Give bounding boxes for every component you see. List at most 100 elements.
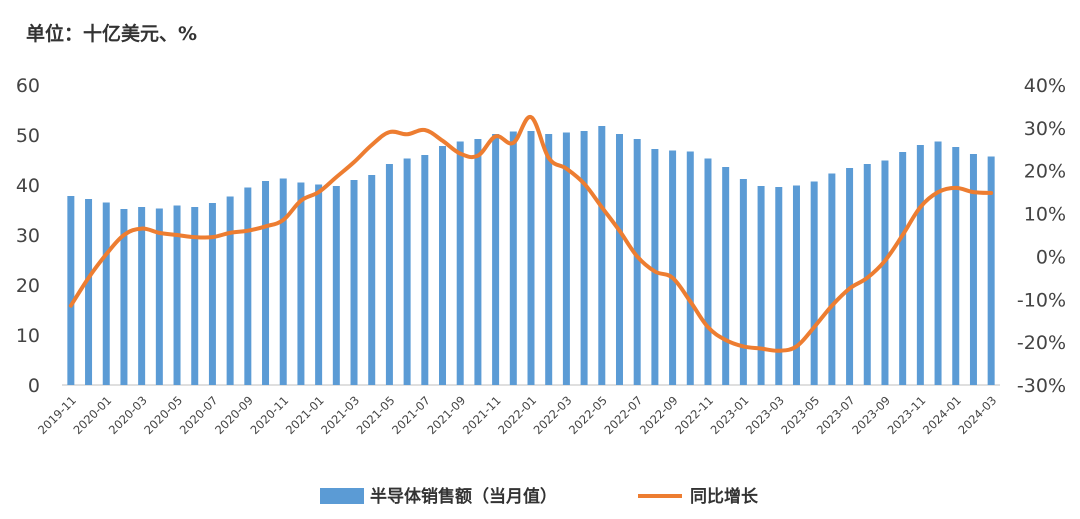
bar [191,207,199,385]
y-left-tick-label: 0 [28,375,40,397]
x-tick-label: 2020-01 [70,393,114,437]
bar [439,146,447,385]
bar [863,164,871,385]
bar [279,178,287,385]
legend-line-label: 同比增长 [690,486,759,507]
line-series [68,115,994,353]
x-tick-label: 2022-01 [495,393,539,437]
bar [598,126,606,385]
bar [102,202,110,385]
bar [969,154,977,385]
y-right-tick-label: -20% [1017,332,1066,354]
bar [881,160,889,385]
bar [633,139,641,385]
x-tick-label: 2021-11 [460,393,504,437]
left-axis: 0 10 20 30 40 50 60 [16,75,40,397]
growth-line [68,115,994,353]
bar [421,155,429,385]
bar [403,158,411,385]
bar [226,196,234,385]
bar [562,132,570,385]
unit-label: 单位：十亿美元、% [26,22,197,45]
bar [173,205,181,385]
bar [934,141,942,385]
bar [509,131,517,385]
bar [385,164,393,385]
x-tick-label: 2020-09 [212,393,256,437]
y-left-tick-label: 60 [16,75,40,97]
bar [916,145,924,385]
x-tick-label: 2021-01 [283,393,327,437]
bar [828,173,836,385]
y-left-tick-label: 20 [16,275,40,297]
bar [474,139,482,385]
y-left-tick-label: 10 [16,325,40,347]
bar [368,175,376,385]
legend-bar-label: 半导体销售额（当月值） [370,486,557,507]
x-tick-label: 2024-01 [920,393,964,437]
bar [792,185,800,385]
x-tick-label: 2023-01 [708,393,752,437]
bar [757,186,765,385]
bar [545,134,553,385]
bar [208,203,216,385]
x-axis: 2019-112020-012020-032020-052020-072020-… [35,393,999,437]
y-right-tick-label: 10% [1024,204,1066,226]
bar [492,134,500,385]
y-right-tick-label: 30% [1024,118,1066,140]
y-right-tick-label: 20% [1024,161,1066,183]
bar [739,179,747,385]
legend-bar-swatch [320,488,364,504]
bar [775,187,783,385]
x-tick-label: 2020-07 [177,393,221,437]
x-tick-label: 2023-05 [778,393,822,437]
y-right-tick-label: -10% [1017,289,1066,311]
bar-series [67,126,995,385]
bar [704,158,712,385]
bar [527,131,535,385]
x-tick-label: 2020-11 [247,393,291,437]
bar [456,141,464,385]
y-right-tick-label: -30% [1017,375,1066,397]
y-left-tick-label: 50 [16,125,40,147]
y-left-tick-label: 40 [16,175,40,197]
bar [615,134,623,385]
x-tick-label: 2019-11 [35,393,79,437]
bar [120,209,128,385]
bar [952,147,960,385]
y-left-tick-label: 30 [16,225,40,247]
bar [138,207,146,385]
bar [350,180,358,385]
bar [987,156,995,385]
bar [262,181,270,385]
bar [722,167,730,385]
bar [244,187,252,385]
x-tick-label: 2020-05 [141,393,185,437]
x-tick-label: 2022-09 [637,393,681,437]
bar [67,196,75,385]
bar [899,152,907,385]
bar [580,131,588,385]
bar [297,182,305,385]
bar [686,151,694,385]
x-tick-label: 2021-09 [424,393,468,437]
bar [315,184,323,385]
x-tick-label: 2022-05 [566,393,610,437]
x-tick-label: 2022-03 [531,393,575,437]
x-tick-label: 2021-07 [389,393,433,437]
legend: 半导体销售额（当月值） 同比增长 [320,486,759,507]
bar [155,208,163,385]
bar [810,181,818,385]
right-axis: -30% -20% -10% 0% 10% 20% 30% 40% [1017,75,1066,397]
y-right-tick-label: 0% [1036,246,1066,268]
x-tick-label: 2020-03 [106,393,150,437]
bar [332,186,340,385]
bar [846,168,854,385]
x-tick-label: 2023-07 [814,393,858,437]
x-tick-label: 2022-07 [601,393,645,437]
x-tick-label: 2021-03 [318,393,362,437]
x-tick-label: 2022-11 [672,393,716,437]
x-tick-label: 2023-11 [885,393,929,437]
y-right-tick-label: 40% [1024,75,1066,97]
